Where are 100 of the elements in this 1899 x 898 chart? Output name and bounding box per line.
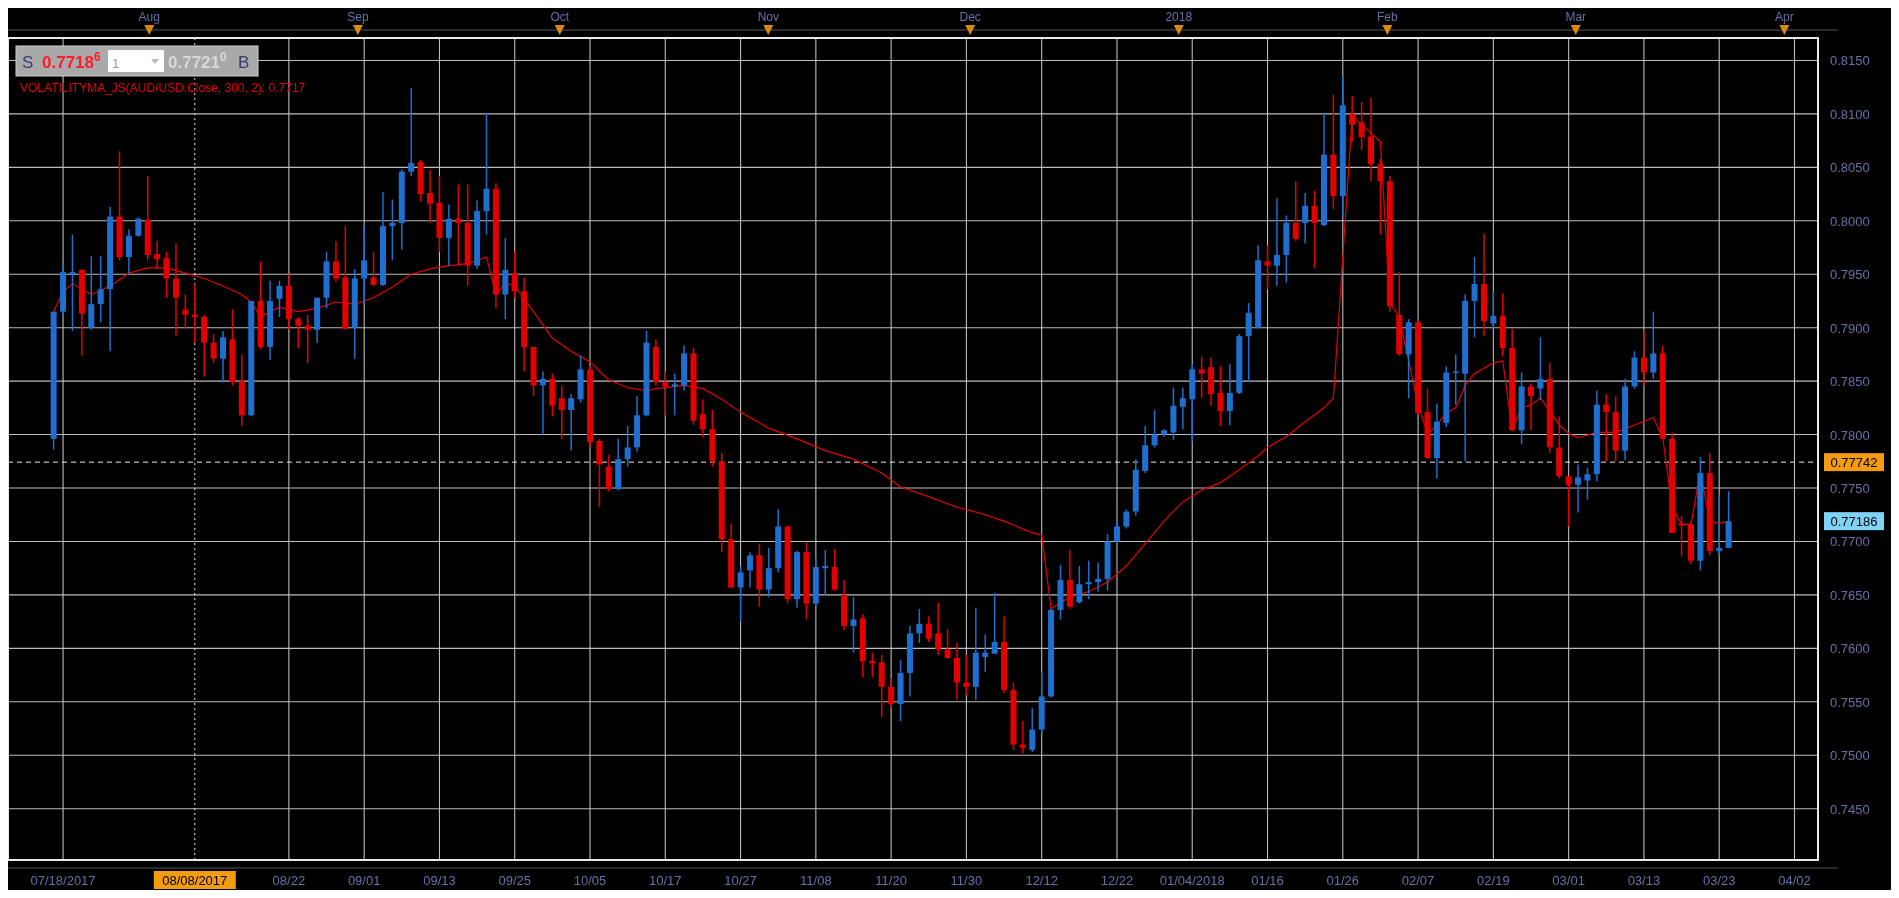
candlestick <box>888 677 895 709</box>
candlestick <box>1292 180 1299 242</box>
x-tick-label: 09/01 <box>347 873 381 888</box>
annotation: 0.7718$^{6}$ <box>42 50 101 72</box>
candlestick <box>1085 559 1092 600</box>
y-tick-label: 0.7800 <box>1830 427 1870 443</box>
candlestick <box>172 242 179 337</box>
candlestick <box>455 183 462 267</box>
candlestick <box>408 87 415 177</box>
y-tick-label: 0.7600 <box>1830 641 1870 657</box>
candlestick <box>671 372 678 417</box>
candlestick <box>276 279 283 318</box>
candlestick <box>558 384 565 440</box>
candlestick <box>1377 158 1384 236</box>
x2-tick-label: Dec <box>959 10 981 24</box>
text: S <box>22 53 34 72</box>
y-tick-label: 0.8000 <box>1830 213 1870 229</box>
x2-tick-label: Oct <box>550 10 570 24</box>
x-tick-label: 09/25 <box>498 873 531 888</box>
candlestick <box>1123 508 1130 530</box>
x-tick-label: 11/08 <box>800 873 832 888</box>
candlestick <box>935 601 942 656</box>
candlestick <box>445 204 452 267</box>
candlestick <box>1471 256 1478 339</box>
candlestick <box>220 330 227 383</box>
x-tick-label: 08/08/2017 <box>162 873 228 888</box>
y-tick-label: 0.7550 <box>1830 694 1870 710</box>
x2-tick-label: Feb <box>1377 10 1399 24</box>
annotation: B <box>238 53 250 72</box>
candlestick <box>511 251 518 299</box>
candlestick <box>822 549 829 596</box>
candlestick <box>1029 707 1036 753</box>
candlestick <box>1565 475 1572 528</box>
x-tick-label: 12/12 <box>1025 873 1058 888</box>
annotation: 1 <box>112 56 120 71</box>
x-tick-label: 11/20 <box>875 873 907 888</box>
x2-tick-label: Apr <box>1775 10 1794 24</box>
candlestick <box>304 314 311 364</box>
candlestick <box>605 454 612 492</box>
candlestick <box>1640 330 1647 387</box>
x-tick-label: 09/13 <box>423 873 456 888</box>
x-tick-label: 07/18/2017 <box>30 873 96 888</box>
candlestick <box>1076 565 1083 605</box>
candlestick <box>1575 463 1582 514</box>
candlestick <box>831 548 838 592</box>
x2-tick-label: Aug <box>138 10 160 24</box>
y-tick-label: 0.7750 <box>1830 481 1870 497</box>
candlestick <box>1264 244 1271 290</box>
candlestick <box>746 551 753 589</box>
x-tick-label: 01/16 <box>1251 873 1284 888</box>
x-tick-label: 04/02 <box>1778 873 1811 888</box>
candlestick <box>97 255 104 324</box>
candlestick <box>1113 520 1120 544</box>
candlestick <box>539 370 546 436</box>
candlestick <box>370 251 377 287</box>
y-tick-label: 0.7900 <box>1830 320 1870 336</box>
x-tick-label: 10/05 <box>573 873 607 888</box>
y-tick-label: 0.7650 <box>1830 587 1870 603</box>
x-tick-label: 01/26 <box>1326 873 1360 888</box>
y-tick-label: 0.8050 <box>1830 160 1870 176</box>
y-tick-label: 0.7850 <box>1830 374 1870 390</box>
candlestick <box>1302 192 1309 244</box>
candlestick <box>963 654 970 697</box>
candlestick <box>699 398 706 439</box>
x-tick-label: 03/13 <box>1627 873 1661 888</box>
x-tick-label: 12/22 <box>1100 873 1134 888</box>
text: 0.77186 <box>1830 514 1878 530</box>
candlestick <box>1537 336 1544 401</box>
candlestick <box>1678 515 1685 558</box>
candlestick <box>191 283 198 344</box>
candlestick <box>1198 355 1205 399</box>
candlestick <box>869 651 876 678</box>
y-tick-label: 0.7950 <box>1830 267 1870 283</box>
candlestick <box>154 240 161 270</box>
candlestick <box>1019 720 1026 754</box>
candlestick <box>1528 382 1534 432</box>
candlestick <box>568 393 575 452</box>
x2-tick-label: Mar <box>1565 10 1587 24</box>
candlestick <box>982 633 989 673</box>
candlestick <box>389 198 396 262</box>
x-tick-label: 03/01 <box>1552 873 1585 888</box>
x-tick-label: 02/07 <box>1401 873 1435 888</box>
candlestick <box>182 293 189 330</box>
x-tick-label: 11/30 <box>950 873 983 888</box>
candlestick <box>1217 365 1224 427</box>
candlestick <box>332 240 339 283</box>
y-tick-label: 0.8100 <box>1830 106 1870 122</box>
ref-line-label: 0.77742 <box>1830 455 1878 471</box>
candlestick <box>163 251 170 299</box>
candlestick <box>1584 466 1591 501</box>
x-tick-label: 08/22 <box>272 873 306 888</box>
candlestick <box>125 228 132 275</box>
candlestick <box>1311 190 1318 269</box>
candlestick <box>850 596 857 654</box>
candlestick <box>1095 562 1102 593</box>
candlestick <box>69 233 76 332</box>
text: VOLATILITYMA_JS(AUD/USD.Close, 300, 2): 0.7717 <box>20 81 306 95</box>
x-tick-label: 02/19 <box>1477 873 1510 888</box>
candlestick <box>624 425 631 468</box>
x-tick-label: 01/04/2018 <box>1159 873 1225 888</box>
